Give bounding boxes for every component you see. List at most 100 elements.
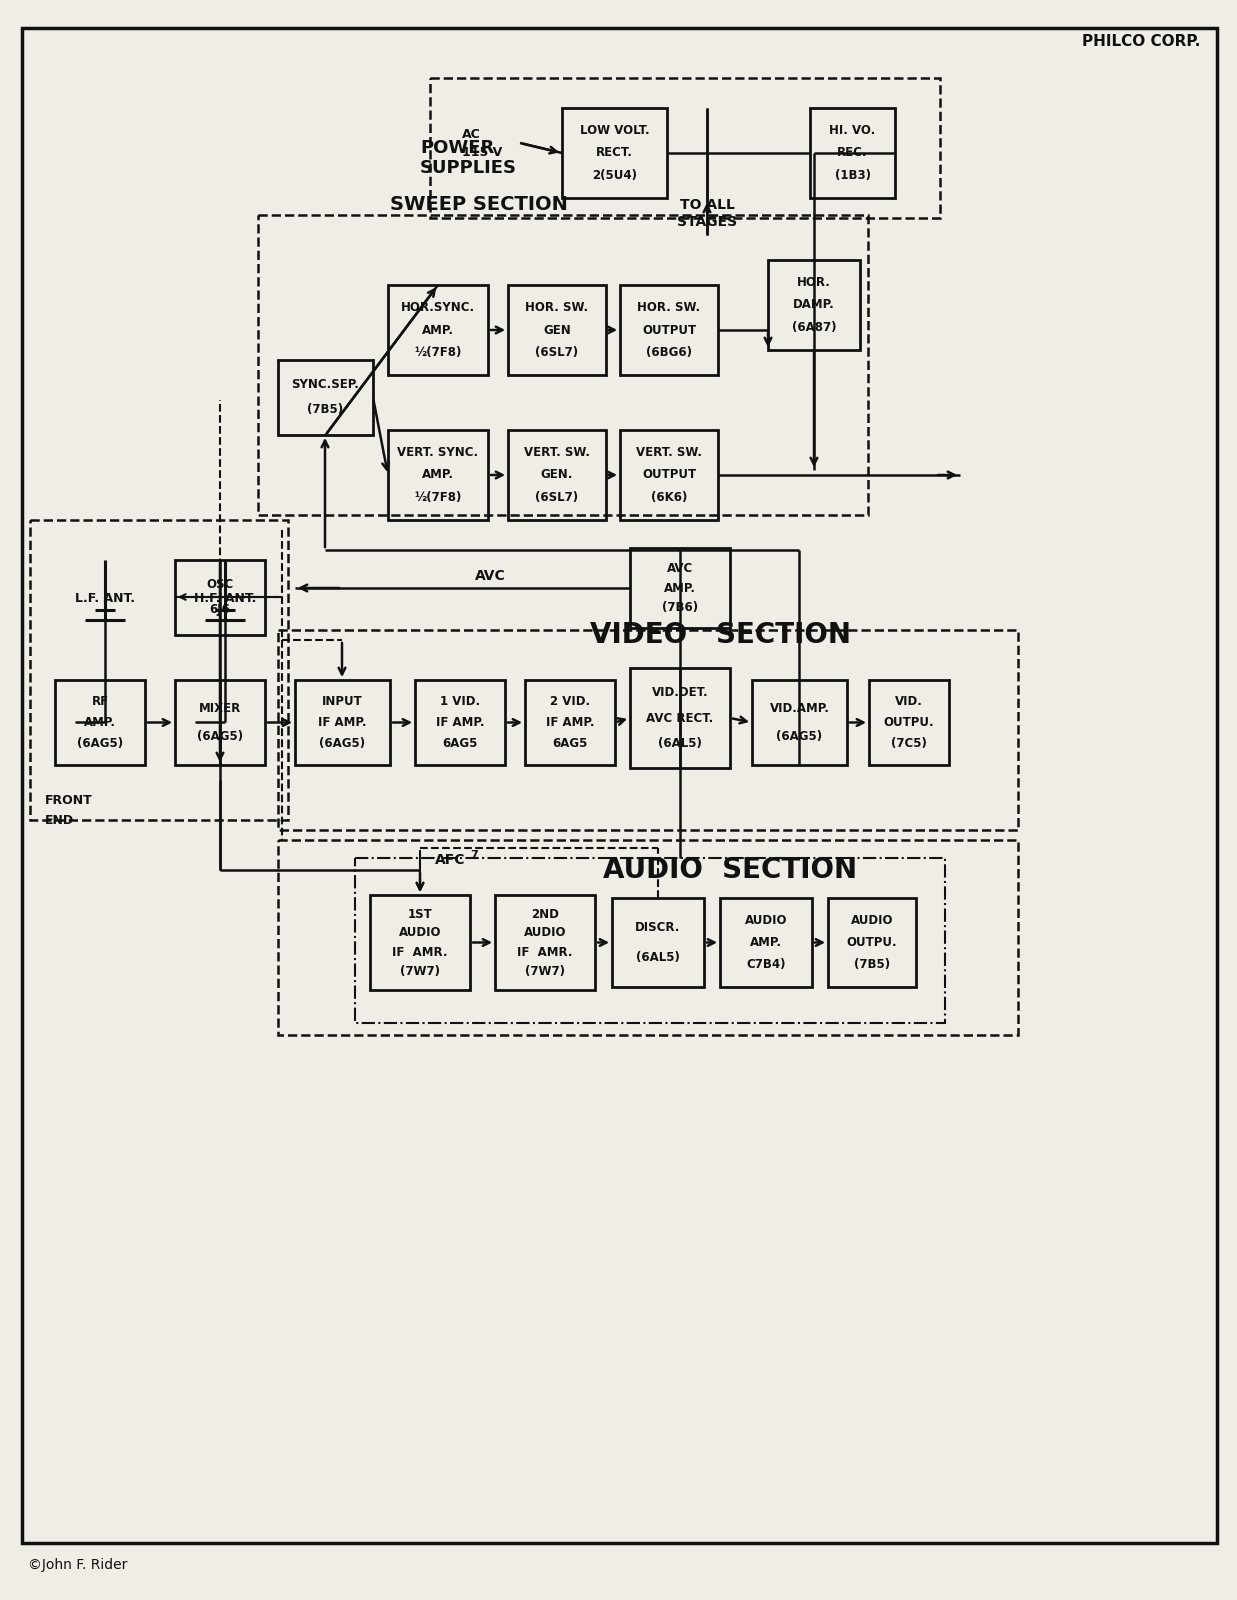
- Text: IF AMP.: IF AMP.: [318, 717, 366, 730]
- Bar: [414, 680, 505, 765]
- Text: (6AG5): (6AG5): [319, 738, 366, 750]
- Text: (6AG5): (6AG5): [197, 730, 242, 742]
- Text: (6AL5): (6AL5): [636, 950, 680, 963]
- Text: 1 VID.: 1 VID.: [440, 694, 480, 707]
- Text: OSC: OSC: [207, 579, 234, 592]
- Bar: [54, 680, 145, 765]
- Text: OUTPUT: OUTPUT: [642, 323, 696, 336]
- Text: (6A87): (6A87): [792, 322, 836, 334]
- Text: (1B3): (1B3): [835, 170, 871, 182]
- Bar: [30, 520, 288, 819]
- Text: AUDIO: AUDIO: [851, 914, 893, 926]
- Text: ½(7F8): ½(7F8): [414, 346, 461, 358]
- Bar: [620, 430, 717, 520]
- Text: AMP.: AMP.: [664, 581, 696, 595]
- Text: (6AG5): (6AG5): [77, 738, 122, 750]
- Text: L.F. ANT.: L.F. ANT.: [75, 592, 135, 605]
- Text: (6AL5): (6AL5): [658, 736, 701, 749]
- Bar: [278, 360, 374, 435]
- Text: AC: AC: [461, 128, 481, 141]
- Text: HOR.SYNC.: HOR.SYNC.: [401, 301, 475, 314]
- Text: AMP.: AMP.: [422, 323, 454, 336]
- Bar: [768, 259, 860, 350]
- Bar: [620, 285, 717, 374]
- Text: HOR.: HOR.: [797, 275, 831, 290]
- Text: AFC: AFC: [434, 853, 465, 867]
- Text: AVC: AVC: [475, 570, 506, 582]
- Bar: [278, 630, 1018, 830]
- Text: AVC: AVC: [667, 562, 693, 574]
- Text: GEN: GEN: [543, 323, 570, 336]
- Text: (7B5): (7B5): [308, 403, 344, 416]
- Text: AMP.: AMP.: [422, 469, 454, 482]
- Text: IF AMP.: IF AMP.: [546, 717, 594, 730]
- Text: H.F. ANT.: H.F. ANT.: [194, 592, 256, 605]
- Text: VERT. SYNC.: VERT. SYNC.: [397, 446, 479, 459]
- Text: SWEEP SECTION: SWEEP SECTION: [390, 195, 568, 214]
- Text: AUDIO  SECTION: AUDIO SECTION: [602, 856, 857, 883]
- Text: SUPPLIES: SUPPLIES: [421, 158, 517, 178]
- Text: (7W7): (7W7): [400, 965, 440, 978]
- Bar: [174, 680, 265, 765]
- Text: DAMP.: DAMP.: [793, 299, 835, 312]
- Text: VIDEO   SECTION: VIDEO SECTION: [590, 621, 851, 650]
- Text: 6AG5: 6AG5: [552, 738, 588, 750]
- Bar: [174, 560, 265, 635]
- Bar: [430, 78, 940, 218]
- Text: LOW VOLT.: LOW VOLT.: [580, 125, 649, 138]
- Bar: [612, 898, 704, 987]
- Text: FRONT: FRONT: [45, 794, 93, 806]
- Text: STAGES: STAGES: [677, 214, 737, 229]
- Bar: [752, 680, 847, 765]
- Bar: [524, 680, 615, 765]
- Text: ©John F. Rider: ©John F. Rider: [28, 1558, 127, 1571]
- Bar: [720, 898, 811, 987]
- Bar: [870, 680, 949, 765]
- Bar: [294, 680, 390, 765]
- Text: IF  AMR.: IF AMR.: [517, 946, 573, 958]
- Bar: [508, 430, 606, 520]
- Text: (6SL7): (6SL7): [536, 491, 579, 504]
- Text: VID.DET.: VID.DET.: [652, 686, 709, 699]
- Text: 6J6: 6J6: [209, 603, 230, 616]
- Bar: [508, 285, 606, 374]
- Bar: [259, 214, 868, 515]
- Text: RF: RF: [92, 694, 109, 707]
- Text: REC.: REC.: [837, 147, 867, 160]
- Text: (6K6): (6K6): [651, 491, 688, 504]
- Text: VID.: VID.: [896, 694, 923, 707]
- Text: PHILCO CORP.: PHILCO CORP.: [1081, 35, 1200, 50]
- Text: AUDIO: AUDIO: [745, 914, 787, 926]
- Text: OUTPU.: OUTPU.: [846, 936, 897, 949]
- Text: RECT.: RECT.: [596, 147, 633, 160]
- Text: IF AMP.: IF AMP.: [435, 717, 484, 730]
- Bar: [278, 840, 1018, 1035]
- Text: 2(5U4): 2(5U4): [593, 170, 637, 182]
- Bar: [388, 285, 489, 374]
- Text: AMP.: AMP.: [750, 936, 782, 949]
- Bar: [828, 898, 917, 987]
- Text: (7W7): (7W7): [524, 965, 565, 978]
- Bar: [630, 669, 730, 768]
- Text: MIXER: MIXER: [199, 702, 241, 715]
- Text: 6AG5: 6AG5: [443, 738, 477, 750]
- Bar: [630, 547, 730, 627]
- Text: OUTPUT: OUTPUT: [642, 469, 696, 482]
- Text: END: END: [45, 813, 74, 827]
- Text: 7: 7: [470, 850, 477, 861]
- Text: INPUT: INPUT: [322, 694, 362, 707]
- Text: AMP.: AMP.: [84, 717, 116, 730]
- Text: (6AG5): (6AG5): [777, 730, 823, 742]
- Text: 2 VID.: 2 VID.: [550, 694, 590, 707]
- Text: ½(7F8): ½(7F8): [414, 491, 461, 504]
- Text: (6BG6): (6BG6): [646, 346, 691, 358]
- Text: TO ALL: TO ALL: [679, 198, 735, 211]
- Bar: [810, 109, 896, 198]
- Text: AVC RECT.: AVC RECT.: [647, 712, 714, 725]
- Bar: [562, 109, 667, 198]
- Text: HOR. SW.: HOR. SW.: [637, 301, 700, 314]
- Text: HOR. SW.: HOR. SW.: [526, 301, 589, 314]
- Text: VERT. SW.: VERT. SW.: [636, 446, 703, 459]
- Text: 2ND: 2ND: [531, 907, 559, 920]
- Text: (6SL7): (6SL7): [536, 346, 579, 358]
